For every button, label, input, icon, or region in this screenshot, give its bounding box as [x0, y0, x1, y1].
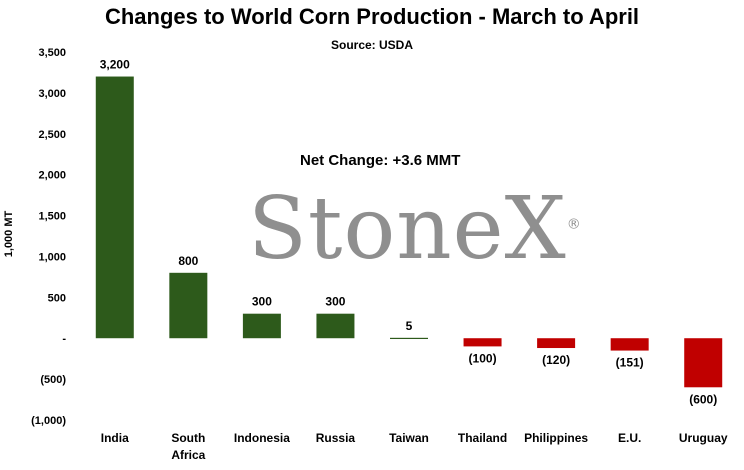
bar: [95, 76, 134, 339]
y-tick-label: 3,500: [38, 47, 66, 59]
x-tick-label: Taiwan: [389, 431, 429, 445]
bar: [316, 313, 355, 339]
x-tick-label: Russia: [316, 431, 356, 445]
data-label: 300: [252, 295, 272, 309]
bar: [463, 338, 502, 347]
y-tick-label: (500): [40, 374, 66, 386]
y-tick-label: 1,500: [38, 211, 66, 223]
data-label: (100): [469, 351, 497, 365]
y-tick-label: 2,000: [38, 170, 66, 182]
data-label: 800: [178, 254, 198, 268]
stonex-watermark: StoneX®: [248, 186, 582, 272]
x-tick-label: Philippines: [524, 431, 588, 445]
data-label: (151): [616, 356, 644, 370]
watermark-text: StoneX: [248, 179, 567, 279]
bar: [610, 338, 649, 351]
chart-title: Changes to World Corn Production - March…: [104, 4, 640, 29]
y-tick-label: 1,000: [38, 251, 66, 263]
x-tick-label: India: [101, 431, 129, 445]
bar: [684, 338, 723, 388]
y-tick-label: 3,000: [38, 88, 66, 100]
bar: [390, 337, 428, 340]
x-tick-label: Thailand: [458, 431, 507, 445]
bar: [242, 313, 281, 339]
data-label: 3,200: [100, 58, 130, 72]
x-tick-label: E.U.: [618, 431, 641, 445]
x-tick-label: Uruguay: [679, 431, 728, 445]
y-tick-label: -: [62, 333, 66, 345]
data-label: (600): [689, 392, 717, 406]
registered-mark: ®: [566, 216, 582, 233]
bar: [537, 338, 576, 349]
x-tick-label: South Africa: [171, 431, 205, 462]
y-axis: 3,500 3,000 2,500 2,000 1,500 1,000 500 - (500) (…: [31, 47, 66, 427]
net-change-annotation: Net Change: +3.6 MMT: [300, 152, 461, 169]
x-tick-label: Indonesia: [234, 431, 290, 445]
y-tick-label: 500: [48, 292, 66, 304]
chart-subtitle: Source: USDA: [330, 38, 413, 52]
data-label: (120): [542, 353, 570, 367]
data-label: 5: [406, 319, 413, 333]
x-axis: India South Africa Indonesia Russia Taiwan Tha…: [101, 431, 728, 462]
y-tick-label: (1,000): [31, 415, 66, 427]
bar: [169, 272, 208, 339]
y-tick-label: 2,500: [38, 129, 66, 141]
bar-series: 3,200 800 300 300 5 (100) (120) (151) (600): [95, 58, 723, 406]
data-label: 300: [325, 295, 345, 309]
